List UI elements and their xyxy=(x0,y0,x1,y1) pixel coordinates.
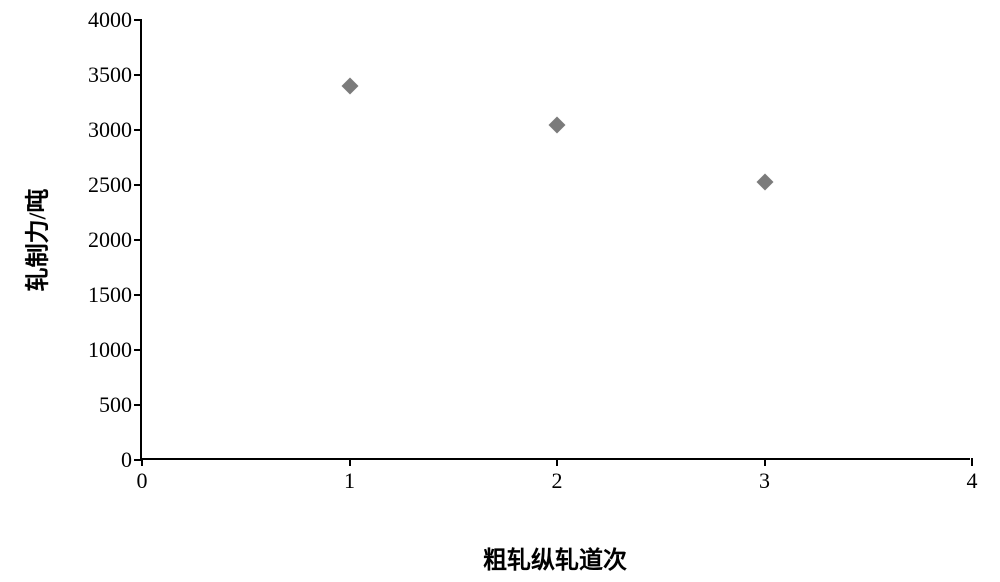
chart-container: 0500100015002000250030003500400001234 轧制… xyxy=(0,0,1000,582)
x-tick-label: 1 xyxy=(344,458,355,494)
y-tick-label: 2000 xyxy=(88,227,142,253)
x-axis-label: 粗轧纵轧道次 xyxy=(483,540,627,575)
y-tick-label: 3500 xyxy=(88,62,142,88)
data-point-diamond xyxy=(756,173,773,190)
y-tick-label: 4000 xyxy=(88,7,142,33)
x-tick-label: 3 xyxy=(759,458,770,494)
y-tick-label: 1000 xyxy=(88,337,142,363)
y-tick-label: 1500 xyxy=(88,282,142,308)
plot-area: 0500100015002000250030003500400001234 xyxy=(140,20,970,460)
x-tick-label: 0 xyxy=(137,458,148,494)
y-tick-label: 2500 xyxy=(88,172,142,198)
y-tick-label: 500 xyxy=(99,392,142,418)
data-point-diamond xyxy=(549,116,566,133)
y-tick-label: 3000 xyxy=(88,117,142,143)
y-axis-label: 轧制力/吨 xyxy=(18,189,53,292)
x-tick-label: 4 xyxy=(967,458,978,494)
data-point-diamond xyxy=(341,78,358,95)
x-tick-label: 2 xyxy=(552,458,563,494)
